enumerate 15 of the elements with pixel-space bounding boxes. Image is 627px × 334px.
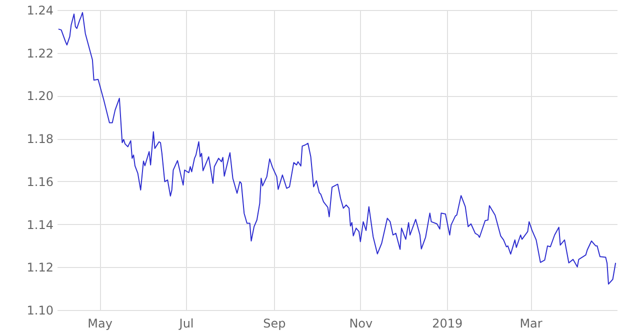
line-series <box>58 12 616 285</box>
x-tick-label: Sep <box>263 316 286 330</box>
x-tick-label: Jul <box>178 316 194 330</box>
y-tick-label: 1.24 <box>26 4 54 18</box>
x-tick-label: May <box>88 316 112 330</box>
x-tick-label: Nov <box>349 316 373 330</box>
y-tick-label: 1.10 <box>26 304 54 318</box>
y-tick-label: 1.16 <box>26 174 54 189</box>
x-tick-label: Mar <box>520 316 542 330</box>
y-tick-label: 1.22 <box>26 46 54 60</box>
y-tick-label: 1.12 <box>26 260 54 275</box>
y-tick-label: 1.18 <box>26 132 54 146</box>
x-tick-label: 2019 <box>432 316 463 330</box>
y-tick-label: 1.20 <box>26 89 54 104</box>
y-tick-label: 1.14 <box>26 218 54 232</box>
